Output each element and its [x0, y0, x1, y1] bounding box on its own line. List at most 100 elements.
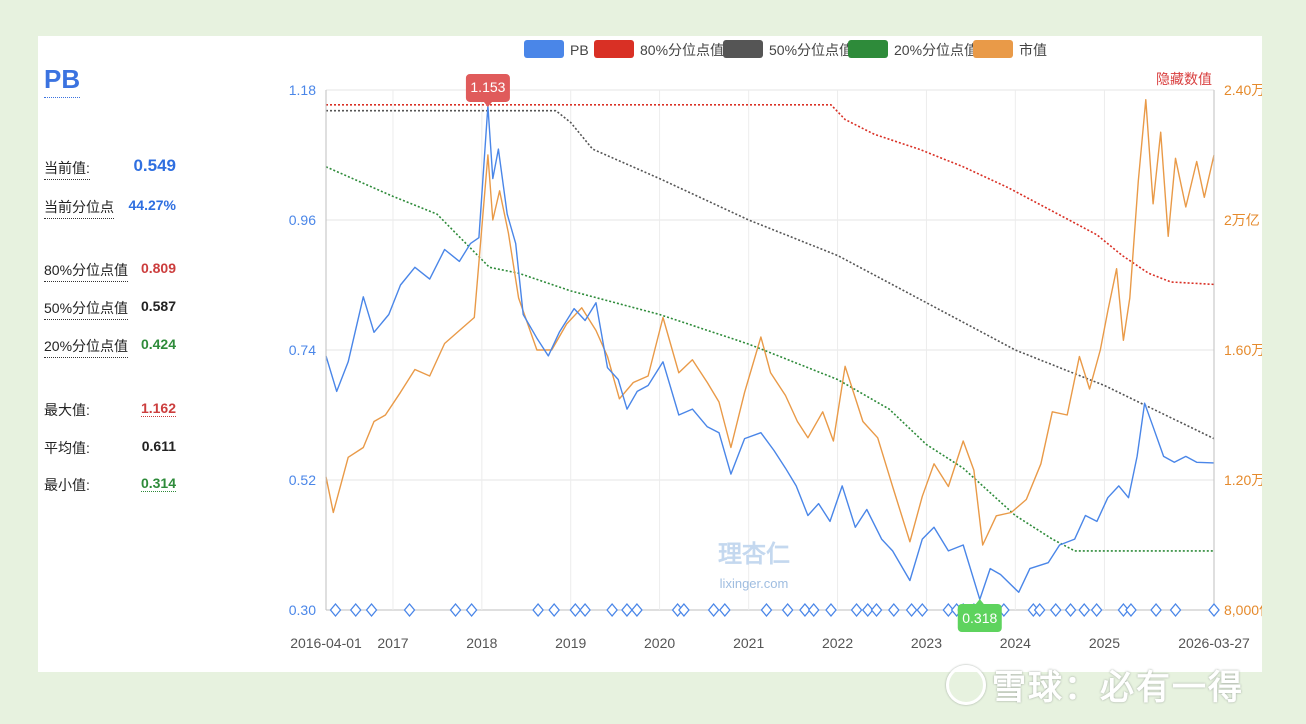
- x-axis-tick-label: 2023: [911, 635, 942, 651]
- stat-current-percentile: 当前分位点 44.27%: [44, 197, 176, 219]
- xueqiu-logo-icon: [946, 665, 986, 705]
- event-marker: [349, 602, 362, 618]
- series-line-1: [326, 104, 1215, 286]
- left-axis-tick-label: 0.74: [289, 342, 316, 358]
- stat-average: 平均值: 0.611: [44, 438, 176, 458]
- event-marker: [678, 602, 690, 618]
- stat-p50: 50%分位点值 0.587: [44, 298, 176, 320]
- event-marker: [781, 602, 794, 618]
- series-line-4: [325, 99, 1215, 546]
- stat-value: 0.314: [140, 475, 176, 492]
- event-marker: [760, 602, 773, 618]
- event-marker: [1049, 602, 1062, 618]
- stat-value: 0.611: [141, 438, 176, 454]
- x-axis-tick-label: 2022: [822, 635, 853, 651]
- stat-min: 最小值: 0.314: [44, 475, 176, 495]
- right-axis-tick-label: 2万亿: [1224, 212, 1260, 228]
- event-marker: [870, 602, 883, 618]
- chart-svg: PB 80%分位点值 50%分位点值 20%分位点值 市值 0.30 8,000亿 0.52…: [289, 40, 1262, 651]
- legend-item[interactable]: 80%分位点值: [594, 40, 724, 58]
- legend-label: 20%分位点值: [894, 42, 978, 58]
- hide-values-toggle[interactable]: 隐藏数值: [1156, 71, 1212, 87]
- stat-label: 50%分位点值: [44, 298, 129, 320]
- lixinger-url: lixinger.com: [720, 576, 789, 591]
- stat-value: 0.587: [140, 298, 176, 314]
- series-layer: [325, 99, 1215, 601]
- event-marker: [1125, 602, 1137, 618]
- left-axis-tick-label: 0.30: [289, 602, 316, 618]
- legend-item[interactable]: 50%分位点值: [723, 40, 853, 58]
- stat-max: 最大值: 1.162: [44, 400, 176, 420]
- legend-swatch: [594, 40, 634, 58]
- stats-panel: PB 当前值: 0.549 当前分位点 44.27% 80%分位点值 0.809…: [38, 36, 238, 672]
- event-marker: [799, 602, 811, 618]
- legend-label: 50%分位点值: [769, 42, 853, 58]
- min-callout-label: 0.318: [962, 610, 997, 626]
- x-axis-tick-label: 2024: [1000, 635, 1031, 651]
- x-axis-tick-label: 2020: [644, 635, 675, 651]
- event-marker: [807, 602, 820, 618]
- legend-swatch: [848, 40, 888, 58]
- legend-swatch: [973, 40, 1013, 58]
- chart-area: PB 80%分位点值 50%分位点值 20%分位点值 市值 0.30 8,000亿 0.52…: [238, 36, 1262, 672]
- event-marker: [532, 602, 544, 618]
- stat-p20: 20%分位点值 0.424: [44, 336, 176, 358]
- legend-item[interactable]: PB: [524, 40, 589, 58]
- callouts: 1.153 0.318: [465, 73, 1002, 632]
- event-marker: [1150, 602, 1162, 618]
- event-marker: [916, 602, 929, 618]
- legend-label: PB: [570, 42, 589, 58]
- x-axis-tick-label: 2025: [1089, 635, 1120, 651]
- event-marker: [579, 602, 591, 618]
- event-marker: [707, 602, 720, 618]
- series-line-3: [325, 166, 1214, 552]
- event-marker: [850, 602, 863, 618]
- axes: 0.30 8,000亿 0.52 1.20万亿 0.74 1.60万亿 0.96 2万亿 1.1…: [289, 71, 1262, 651]
- stat-label: 平均值:: [44, 440, 90, 456]
- watermark-text: 雪球：必有一得: [992, 669, 1244, 707]
- event-marker: [631, 602, 643, 618]
- series-line-0: [325, 105, 1215, 601]
- stat-current-value: 当前值: 0.549: [44, 156, 176, 180]
- stat-value: 1.162: [140, 400, 176, 417]
- legend-swatch: [524, 40, 564, 58]
- legend: PB 80%分位点值 50%分位点值 20%分位点值 市值: [524, 40, 1047, 58]
- x-axis-tick-label: 2019: [555, 635, 586, 651]
- stat-value: 0.809: [140, 260, 176, 276]
- lixinger-watermark: 理杏仁 lixinger.com: [718, 541, 790, 591]
- chart-panel: PB 当前值: 0.549 当前分位点 44.27% 80%分位点值 0.809…: [38, 36, 1262, 672]
- legend-label: 市值: [1019, 42, 1047, 58]
- grid-lines: [325, 89, 1215, 611]
- event-marker: [861, 602, 874, 618]
- right-axis-tick-label: 1.60万亿: [1224, 342, 1262, 358]
- event-marker: [1033, 602, 1046, 618]
- event-marker: [465, 602, 478, 618]
- event-marker: [606, 602, 618, 618]
- legend-label: 80%分位点值: [640, 42, 724, 58]
- right-axis-tick-label: 2.40万亿: [1224, 82, 1262, 98]
- event-marker: [825, 602, 837, 618]
- event-marker: [1117, 602, 1130, 618]
- series-line-2: [326, 109, 1215, 440]
- event-marker: [403, 602, 416, 618]
- x-axis-tick-label: 2021: [733, 635, 764, 651]
- legend-item[interactable]: 20%分位点值: [848, 40, 978, 58]
- metric-title[interactable]: PB: [44, 64, 81, 98]
- stat-label: 20%分位点值: [44, 336, 129, 358]
- right-axis-tick-label: 1.20万亿: [1224, 472, 1262, 488]
- min-callout-box: [957, 599, 1002, 632]
- max-callout-label: 1.153: [470, 79, 505, 95]
- legend-item[interactable]: 市值: [973, 40, 1047, 58]
- event-marker: [449, 602, 462, 618]
- x-axis-tick-label: 2026-03-27: [1178, 635, 1250, 651]
- x-axis-tick-label: 2017: [377, 635, 408, 651]
- stat-label: 当前值:: [44, 158, 90, 180]
- left-axis-tick-label: 0.96: [289, 212, 316, 228]
- lixinger-logo: 理杏仁: [718, 541, 790, 568]
- event-marker: [905, 602, 918, 618]
- stat-value: 44.27%: [128, 197, 176, 213]
- event-marker: [621, 602, 633, 618]
- stat-label: 最小值:: [44, 477, 90, 493]
- event-marker: [887, 602, 900, 618]
- left-axis-tick-label: 1.18: [289, 82, 316, 98]
